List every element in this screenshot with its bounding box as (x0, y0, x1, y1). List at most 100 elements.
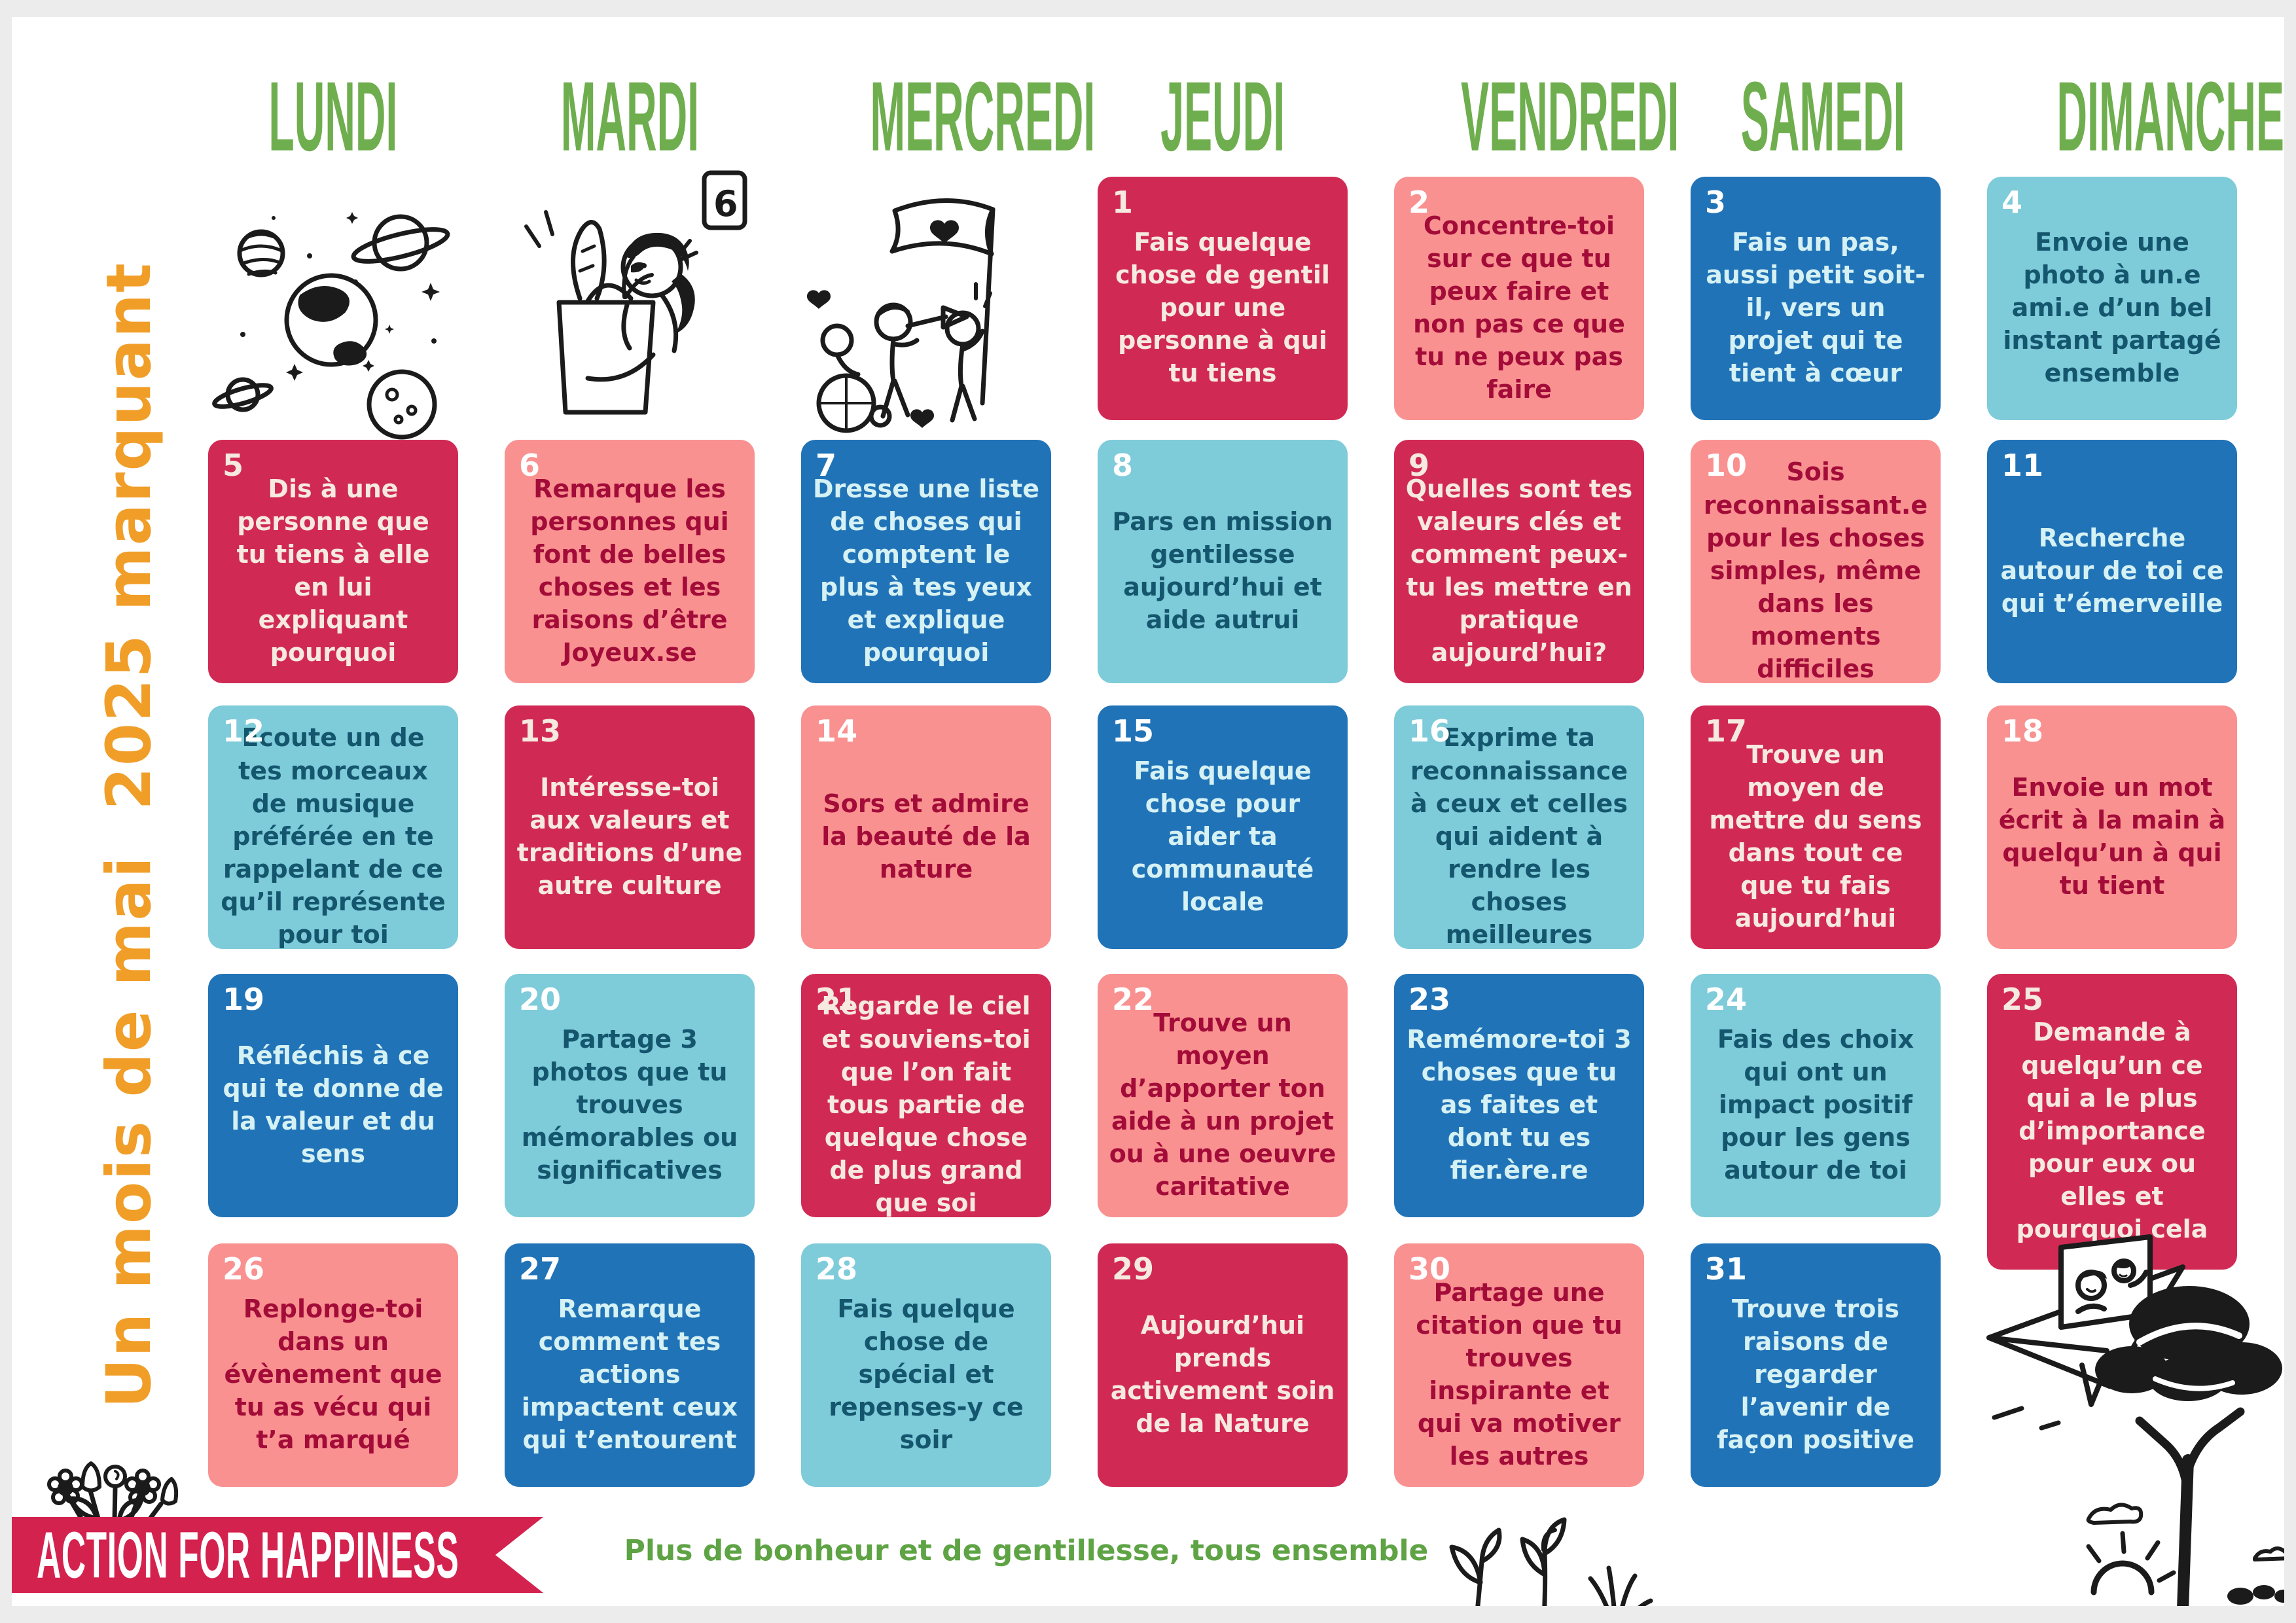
calendar-cell-21: 21 Regarde le ciel et souviens-toi que l’… (801, 974, 1051, 1217)
day-number: 22 (1112, 982, 1155, 1017)
calendar-cell-18: 18 Envoie un mot écrit à la main à quelqu… (1987, 705, 2237, 949)
day-header-mardi: MARDI (505, 62, 755, 173)
day-number: 21 (816, 982, 858, 1017)
day-action-text: Trouve trois raisons de regarder l’aveni… (1717, 1294, 1914, 1455)
day-number: 16 (1408, 713, 1451, 749)
day-action-text: Remarque les personnes qui font de belle… (530, 474, 729, 668)
calendar-cell-22: 22 Trouve un moyen d’apporter ton aide à … (1098, 974, 1348, 1217)
day-action-text: Envoie un mot écrit à la main à quelqu’u… (1998, 772, 2226, 901)
day-number: 18 (2001, 713, 2044, 749)
day-number: 28 (816, 1251, 858, 1287)
vertical-month-title: Un mois de mai 2025 marquant (94, 262, 165, 1408)
day-action-text: Fais un pas, aussi petit soit-il, vers u… (1706, 227, 1926, 388)
day-action-text: Aujourd’hui prends activement soin de la… (1110, 1310, 1335, 1438)
calendar-cell-13: 13 Intéresse-toi aux valeurs et tradition… (505, 705, 755, 949)
day-header-label: MERCREDI (870, 62, 1096, 173)
day-header-lundi: LUNDI (208, 62, 458, 173)
day-header-label: MARDI (560, 62, 699, 173)
day-action-text: Remarque comment tes actions impactent c… (521, 1294, 738, 1455)
day-action-text: Demande à quelqu’un ce qui a le plus d’i… (2016, 1018, 2208, 1244)
day-action-text: Dis à une personne que tu tiens à elle e… (236, 474, 430, 668)
day-action-text: Sors et admire la beauté de la nature (821, 789, 1031, 884)
band-parade-illustration (807, 198, 996, 433)
day-action-text: Envoie une photo à un.e ami.e d’un bel i… (2003, 227, 2221, 388)
calendar-cell-3: 3 Fais un pas, aussi petit soit-il, vers … (1691, 177, 1941, 420)
day-action-text: Trouve un moyen d’apporter ton aide à un… (1109, 1008, 1336, 1202)
day-number: 1 (1112, 185, 1134, 220)
day-number: 24 (1705, 982, 1748, 1017)
day-number: 12 (223, 713, 265, 749)
calendar-cell-5: 5 Dis à une personne que tu tiens à elle … (208, 440, 458, 683)
day-action-text: Intéresse-toi aux valeurs et traditions … (516, 772, 743, 901)
day-action-text: Dresse une liste de choses qui comptent … (812, 474, 1039, 668)
day-header-dimanche: DIMANCHE (1987, 62, 2284, 173)
day-action-text: Concentre-toi sur ce que tu peux faire e… (1413, 211, 1625, 404)
day-number: 29 (1112, 1251, 1155, 1287)
day-action-text: Ecoute un de tes morceaux de musique pré… (221, 723, 446, 950)
day-number: 4 (2001, 185, 2023, 220)
day-header-label: JEUDI (1160, 62, 1285, 173)
day-action-text: Fais des choix qui ont un impact positif… (1717, 1024, 1914, 1185)
day-number: 11 (2001, 448, 2044, 483)
day-header-label: DIMANCHE (2056, 62, 2284, 173)
day-number: 17 (1705, 713, 1748, 749)
day-action-text: Fais quelque chose pour aider ta communa… (1131, 756, 1314, 917)
calendar-cell-4: 4 Envoie une photo à un.e ami.e d’un bel … (1987, 177, 2237, 420)
calendar-cell-2: 2 Concentre-toi sur ce que tu peux faire … (1394, 177, 1644, 420)
calendar-cell-11: 11 Recherche autour de toi ce qui t’émerv… (1987, 440, 2237, 683)
day-number: 8 (1112, 448, 1134, 483)
day-number: 23 (1408, 982, 1451, 1017)
calendar-cell-28: 28 Fais quelque chose de spécial et repen… (801, 1243, 1051, 1487)
day-number: 27 (519, 1251, 562, 1287)
day-number: 25 (2001, 982, 2044, 1017)
day-number: 19 (223, 982, 265, 1017)
calendar-cell-1: 1 Fais quelque chose de gentil pour une p… (1098, 177, 1348, 420)
day-action-text: Regarde le ciel et souviens-toi que l’on… (821, 991, 1031, 1218)
calendar-cell-31: 31 Trouve trois raisons de regarder l’ave… (1691, 1243, 1941, 1487)
calendar-cell-19: 19 Réfléchis à ce qui te donne de la vale… (208, 974, 458, 1217)
day-action-text: Replonge-toi dans un évènement que tu as… (224, 1294, 442, 1455)
calendar-cell-6: 6 Remarque les personnes qui font de bell… (505, 440, 755, 683)
day-number: 26 (223, 1251, 265, 1287)
day-number: 13 (519, 713, 562, 749)
day-action-text: Réfléchis à ce qui te donne de la valeur… (223, 1041, 444, 1169)
sprouts-illustration (1449, 1517, 1653, 1606)
tree-sunrise-illustration (2086, 1286, 2284, 1606)
day-action-text: Exprime ta reconnaissance à ceux et cell… (1410, 723, 1628, 950)
calendar-cell-23: 23 Remémore-toi 3 choses que tu as faites… (1394, 974, 1644, 1217)
calendar-cell-12: 12 Ecoute un de tes morceaux de musique p… (208, 705, 458, 949)
day-number: 10 (1705, 448, 1748, 483)
brand-name: ACTION FOR HAPPINESS (37, 1518, 459, 1592)
grocery-person-illustration: 6 (524, 170, 747, 415)
day-number: 20 (519, 982, 562, 1017)
day-number: 6 (519, 448, 541, 483)
calendar-cell-29: 29 Aujourd’hui prends activement soin de … (1098, 1243, 1348, 1487)
calendar-cell-10: 10 Sois reconnaissant.e pour les choses s… (1691, 440, 1941, 683)
day-action-text: Pars en mission gentilesse aujourd’hui e… (1112, 507, 1333, 635)
calendar-cell-14: 14 Sors et admire la beauté de la nature (801, 705, 1051, 949)
calendar-cell-20: 20 Partage 3 photos que tu trouves mémora… (505, 974, 755, 1217)
day-action-text: Sois reconnaissant.e pour les choses sim… (1703, 457, 1928, 684)
day-number: 15 (1112, 713, 1155, 749)
day-number: 3 (1705, 185, 1727, 220)
calendar-cell-25: 25 Demande à quelqu’un ce qui a le plus d… (1987, 974, 2237, 1270)
brand-ribbon: ACTION FOR HAPPINESS (12, 1517, 543, 1593)
calendar-cell-24: 24 Fais des choix qui ont un impact posit… (1691, 974, 1941, 1217)
day-action-text: Fais quelque chose de gentil pour une pe… (1115, 227, 1330, 388)
day-header-label: VENDREDI (1461, 62, 1679, 173)
day-header-mercredi: MERCREDI (801, 62, 1095, 173)
calendar-cell-16: 16 Exprime ta reconnaissance à ceux et ce… (1394, 705, 1644, 949)
day-number: 9 (1408, 448, 1430, 483)
day-number: 7 (816, 448, 837, 483)
day-number: 31 (1705, 1251, 1748, 1287)
calendar-cell-30: 30 Partage une citation que tu trouves in… (1394, 1243, 1644, 1487)
slogan-text: Plus de bonheur et de gentillesse, tous … (624, 1534, 1429, 1567)
calendar-cell-15: 15 Fais quelque chose pour aider ta commu… (1098, 705, 1348, 949)
planets-space-illustration (212, 212, 450, 440)
day-number: 14 (816, 713, 858, 749)
day-action-text: Recherche autour de toi ce qui t’émervei… (2000, 523, 2224, 618)
calendar-cell-26: 26 Replonge-toi dans un évènement que tu … (208, 1243, 458, 1487)
calendar-poster: Un mois de mai 2025 marquant LUNDI MARDI M… (12, 17, 2284, 1606)
calendar-cell-27: 27 Remarque comment tes actions impactent… (505, 1243, 755, 1487)
day-header-label: SAMEDI (1740, 62, 1905, 173)
